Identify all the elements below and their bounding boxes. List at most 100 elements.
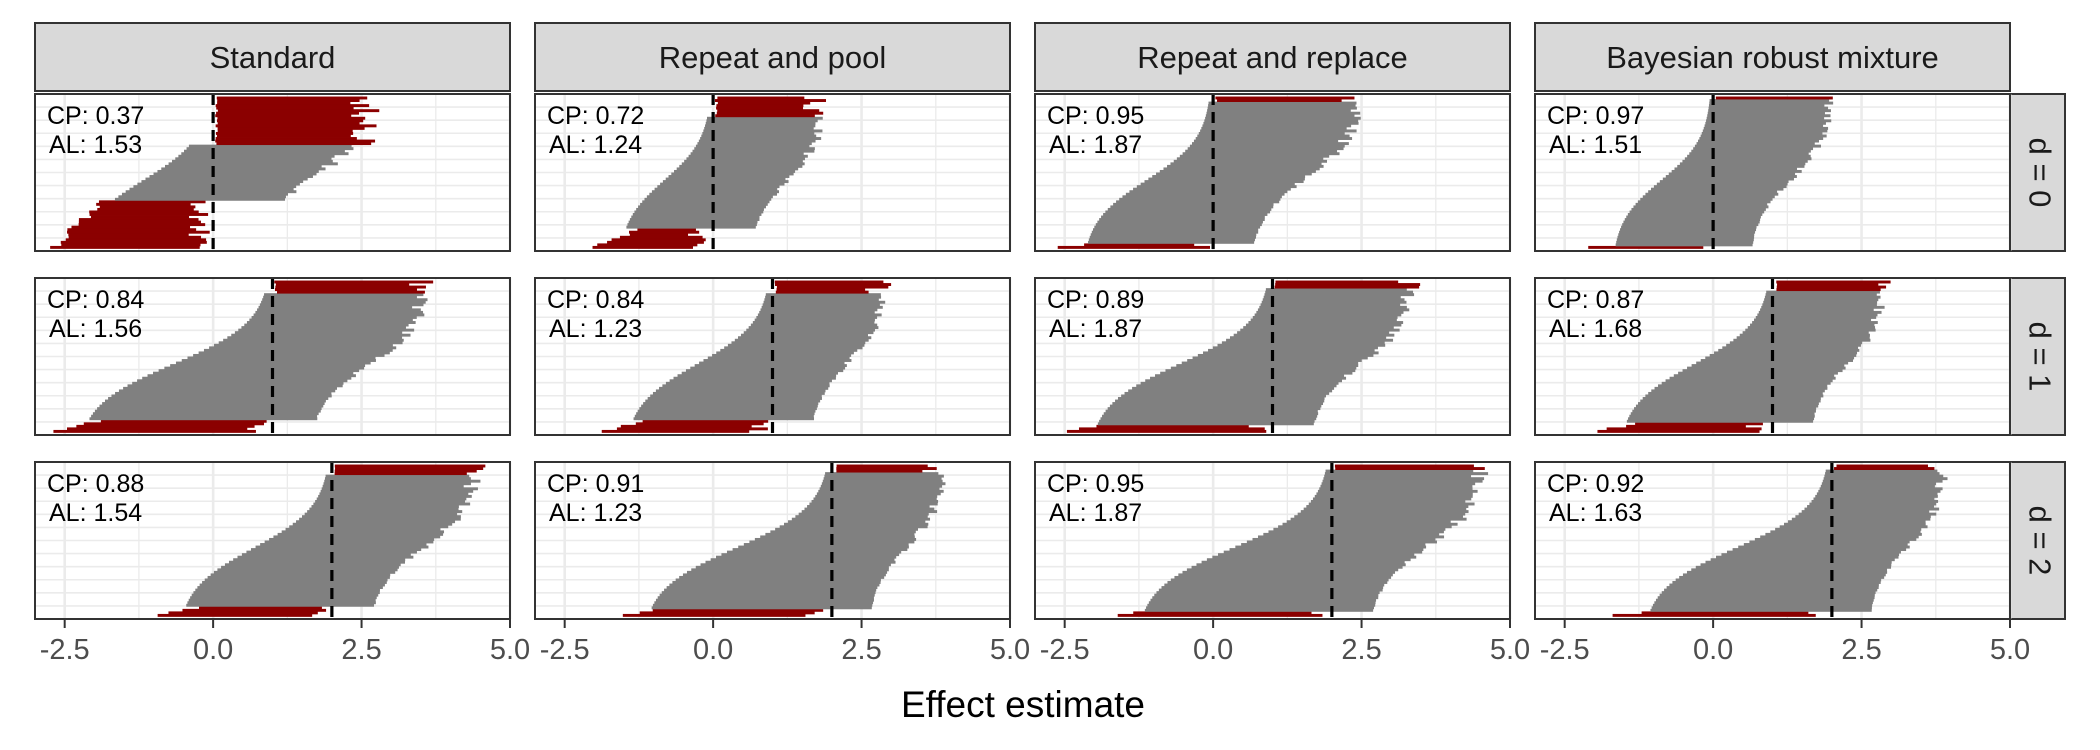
interval-bar bbox=[76, 424, 255, 428]
interval-bar bbox=[1268, 530, 1444, 534]
interval-bar bbox=[1715, 555, 1899, 559]
interval-bar bbox=[1674, 167, 1798, 171]
interval-bar bbox=[1642, 195, 1775, 199]
interval-bar bbox=[676, 167, 799, 171]
interval-bar bbox=[716, 351, 854, 355]
interval-bar bbox=[1322, 479, 1483, 483]
interval-bar bbox=[275, 283, 410, 286]
interval-bar bbox=[1627, 213, 1763, 216]
interval-bar bbox=[1818, 489, 1941, 493]
interval-bar bbox=[1112, 402, 1324, 406]
interval-bar bbox=[1193, 139, 1339, 143]
interval-bar bbox=[633, 417, 815, 421]
interval-bar bbox=[319, 492, 469, 496]
interval-bar bbox=[1147, 603, 1376, 607]
coverage-label: CP: 0.95 bbox=[1047, 470, 1144, 498]
interval-bar bbox=[1235, 545, 1427, 549]
panel-border bbox=[1534, 277, 2011, 436]
interval-bar bbox=[743, 543, 909, 546]
interval-bar bbox=[1208, 101, 1357, 105]
interval-bar bbox=[1205, 116, 1361, 120]
average-length-label: AL: 1.51 bbox=[1549, 131, 1642, 159]
interval-bar bbox=[1100, 417, 1317, 421]
interval-bar bbox=[1709, 101, 1834, 105]
interval-bar bbox=[104, 399, 326, 403]
interval-bar bbox=[1641, 611, 1809, 615]
interval-bar bbox=[202, 581, 387, 584]
interval-bar bbox=[114, 197, 286, 201]
interval-bar bbox=[301, 515, 461, 519]
interval-bar bbox=[1673, 374, 1835, 378]
interval-bar bbox=[318, 494, 472, 498]
interval-bar bbox=[275, 285, 426, 289]
interval-bar bbox=[717, 101, 811, 105]
interval-bar bbox=[715, 99, 827, 102]
interval-bar bbox=[1203, 351, 1379, 355]
interval-bar bbox=[695, 565, 889, 569]
interval-bar bbox=[1167, 164, 1324, 168]
interval-bar bbox=[1218, 553, 1415, 557]
coverage-label: CP: 0.97 bbox=[1547, 102, 1644, 130]
coverage-label: CP: 0.92 bbox=[1547, 470, 1644, 498]
interval-bar bbox=[1616, 238, 1754, 242]
interval-bar bbox=[157, 169, 319, 173]
interval-bar bbox=[1278, 525, 1452, 529]
interval-bar bbox=[1173, 159, 1328, 163]
interval-bar bbox=[1813, 497, 1935, 501]
interval-bar bbox=[1615, 243, 1753, 247]
interval-bar bbox=[1696, 142, 1815, 146]
interval-bar bbox=[720, 348, 858, 352]
interval-bar bbox=[1763, 300, 1878, 304]
interval-bar bbox=[611, 238, 706, 242]
interval-bar bbox=[1300, 510, 1469, 514]
column-strip-label: Repeat and pool bbox=[659, 40, 887, 75]
interval-bar bbox=[164, 366, 365, 370]
interval-bar bbox=[281, 530, 445, 534]
interval-bar bbox=[115, 391, 332, 395]
interval-bar bbox=[1742, 331, 1869, 335]
interval-bar bbox=[650, 394, 822, 398]
interval-bar bbox=[149, 175, 313, 178]
interval-bar bbox=[264, 293, 424, 297]
interval-bar bbox=[1185, 149, 1338, 153]
interval-bar bbox=[1705, 121, 1826, 125]
interval-bar bbox=[1706, 116, 1825, 120]
interval-bar bbox=[1103, 213, 1268, 216]
interval-bar bbox=[1661, 381, 1831, 385]
interval-bar bbox=[108, 397, 329, 400]
interval-bar bbox=[629, 233, 689, 237]
interval-bar bbox=[97, 407, 322, 411]
interval-bar bbox=[323, 482, 471, 486]
interval-bar bbox=[1335, 467, 1485, 470]
panel-border bbox=[1034, 461, 1511, 620]
row-strip bbox=[2009, 93, 2066, 252]
interval-bar bbox=[1264, 293, 1415, 297]
interval-bar bbox=[321, 487, 478, 491]
interval-bar bbox=[1679, 162, 1806, 166]
interval-bar bbox=[628, 220, 758, 224]
interval-bar bbox=[1687, 154, 1811, 158]
interval-bar bbox=[1094, 225, 1261, 229]
interval-bar bbox=[1148, 601, 1376, 605]
interval-bar bbox=[1229, 548, 1424, 552]
interval-bar bbox=[700, 563, 891, 567]
interval-bar bbox=[1275, 280, 1399, 284]
average-length-label: AL: 1.87 bbox=[1049, 315, 1142, 343]
interval-bar bbox=[1246, 540, 1437, 544]
coverage-label: CP: 0.72 bbox=[547, 102, 644, 130]
interval-bar bbox=[1691, 568, 1888, 572]
interval-bar bbox=[1821, 482, 1937, 486]
interval-bar bbox=[1117, 613, 1323, 617]
interval-bar bbox=[601, 429, 750, 433]
interval-bar bbox=[652, 603, 873, 607]
interval-bar bbox=[669, 379, 832, 383]
interval-bar bbox=[259, 303, 424, 307]
interval-bar bbox=[701, 134, 817, 138]
interval-bar bbox=[1217, 99, 1342, 102]
interval-bar bbox=[215, 137, 357, 140]
interval-bar bbox=[1809, 502, 1937, 506]
interval-bar bbox=[636, 207, 764, 211]
interval-bar bbox=[1316, 492, 1473, 496]
